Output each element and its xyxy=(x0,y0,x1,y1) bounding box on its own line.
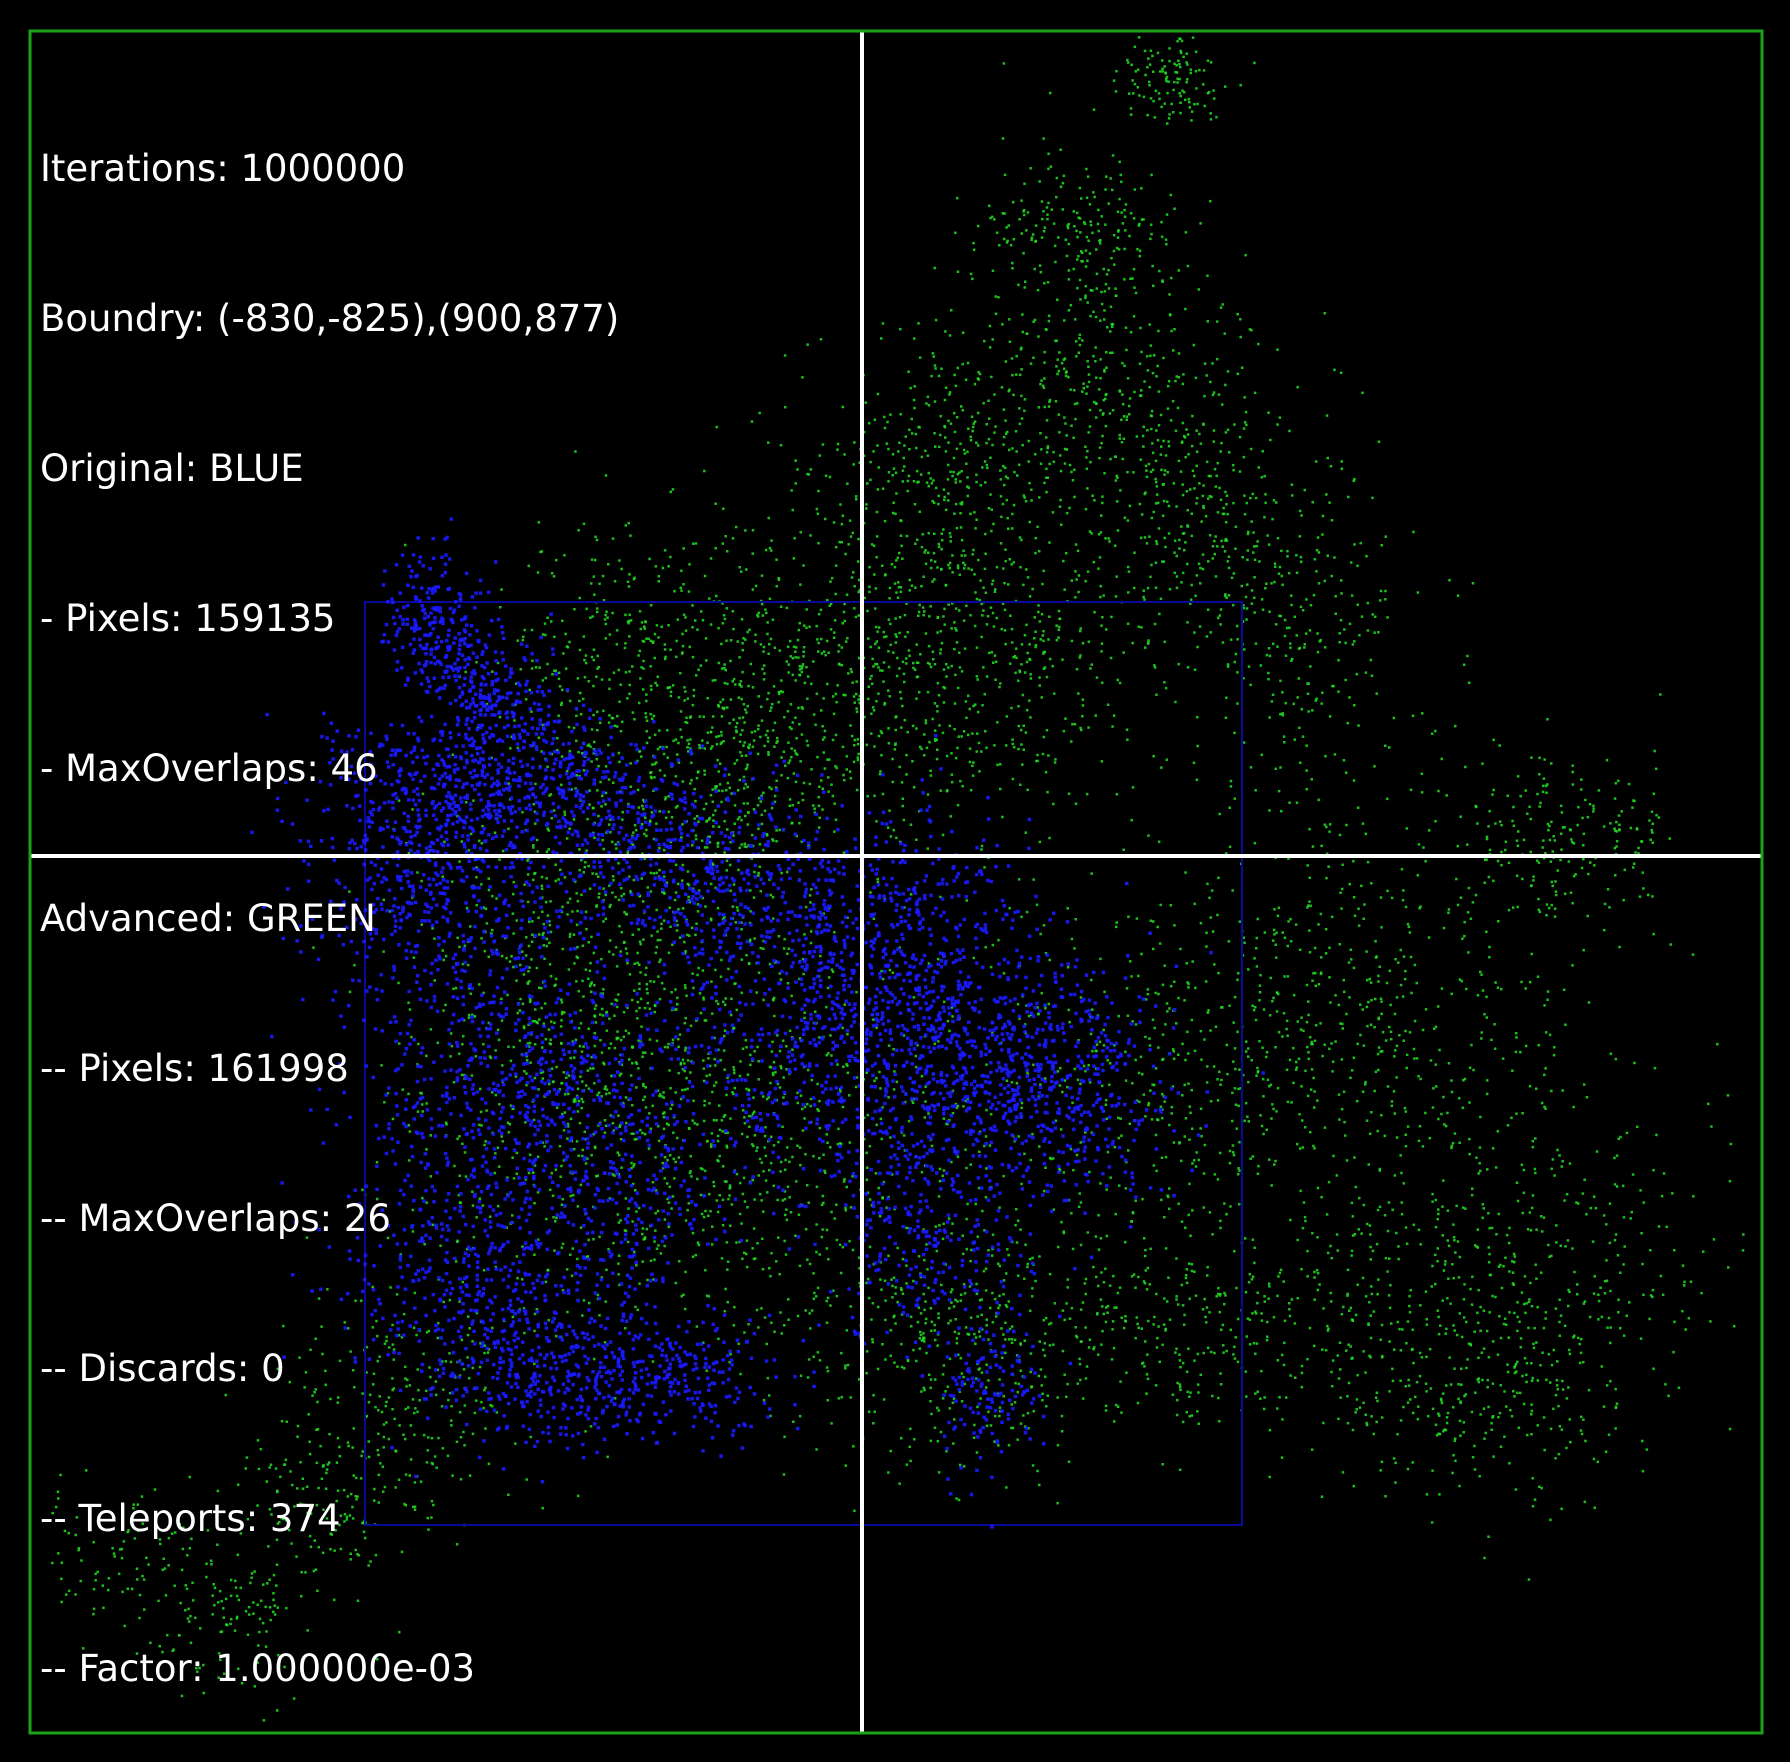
statistics-panel: Iterations: 1000000 Boundry: (-830,-825)… xyxy=(40,44,619,1744)
advanced-factor-text: -- Factor: 1.000000e-03 xyxy=(40,1647,476,1690)
advanced-walk-green xyxy=(51,36,1745,1722)
iterations-text: Iterations: 1000000 xyxy=(40,147,406,190)
original-pixels-text: - Pixels: 159135 xyxy=(40,597,336,640)
advanced-max-overlaps-text: -- MaxOverlaps: 26 xyxy=(40,1197,391,1240)
advanced-teleports-text: -- Teleports: 374 xyxy=(40,1497,341,1540)
advanced-pixels-text: -- Pixels: 161998 xyxy=(40,1047,349,1090)
original-max-overlaps-text: - MaxOverlaps: 46 xyxy=(40,747,378,790)
original-label: Original: BLUE xyxy=(40,447,304,490)
advanced-label: Advanced: GREEN xyxy=(40,897,376,940)
advanced-discards-text: -- Discards: 0 xyxy=(40,1347,285,1390)
original-boundary-box xyxy=(364,601,1243,1526)
boundary-text: Boundry: (-830,-825),(900,877) xyxy=(40,297,620,340)
advanced-boundary-frame xyxy=(28,29,1764,1735)
